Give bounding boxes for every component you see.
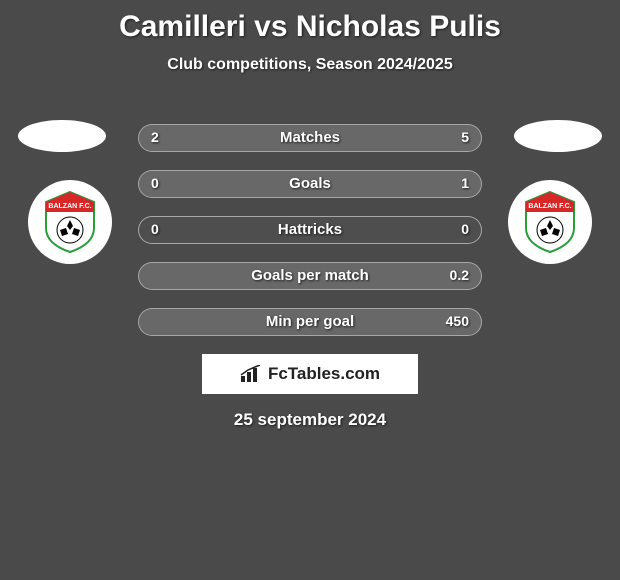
stats-panel: 2Matches50Goals10Hattricks0Goals per mat… <box>138 124 482 354</box>
brand-text: FcTables.com <box>268 364 380 384</box>
svg-text:BALZAN F.C.: BALZAN F.C. <box>48 203 91 210</box>
stat-label: Hattricks <box>139 221 481 238</box>
stat-label: Goals per match <box>139 267 481 284</box>
stat-label: Min per goal <box>139 313 481 330</box>
stat-row: Min per goal450 <box>138 308 482 336</box>
stat-row: 2Matches5 <box>138 124 482 152</box>
stat-value-right: 0 <box>461 221 469 237</box>
stat-value-right: 1 <box>461 175 469 191</box>
brand-badge: FcTables.com <box>202 354 418 394</box>
subtitle: Club competitions, Season 2024/2025 <box>0 56 620 74</box>
stat-label: Goals <box>139 175 481 192</box>
player-avatar-right <box>514 120 602 152</box>
stat-row: Goals per match0.2 <box>138 262 482 290</box>
crest-icon: BALZAN F.C. <box>520 190 580 254</box>
stat-value-right: 0.2 <box>450 267 469 283</box>
svg-text:BALZAN F.C.: BALZAN F.C. <box>528 203 571 210</box>
club-logo-right: BALZAN F.C. <box>508 180 592 264</box>
bar-chart-icon <box>240 365 262 383</box>
stat-value-right: 5 <box>461 129 469 145</box>
page-title: Camilleri vs Nicholas Pulis <box>0 0 620 44</box>
player-avatar-left <box>18 120 106 152</box>
comparison-card: Camilleri vs Nicholas Pulis Club competi… <box>0 0 620 580</box>
stat-label: Matches <box>139 129 481 146</box>
stat-value-right: 450 <box>446 313 469 329</box>
crest-icon: BALZAN F.C. <box>40 190 100 254</box>
stat-row: 0Hattricks0 <box>138 216 482 244</box>
stat-row: 0Goals1 <box>138 170 482 198</box>
club-logo-left: BALZAN F.C. <box>28 180 112 264</box>
date-text: 25 september 2024 <box>0 410 620 430</box>
